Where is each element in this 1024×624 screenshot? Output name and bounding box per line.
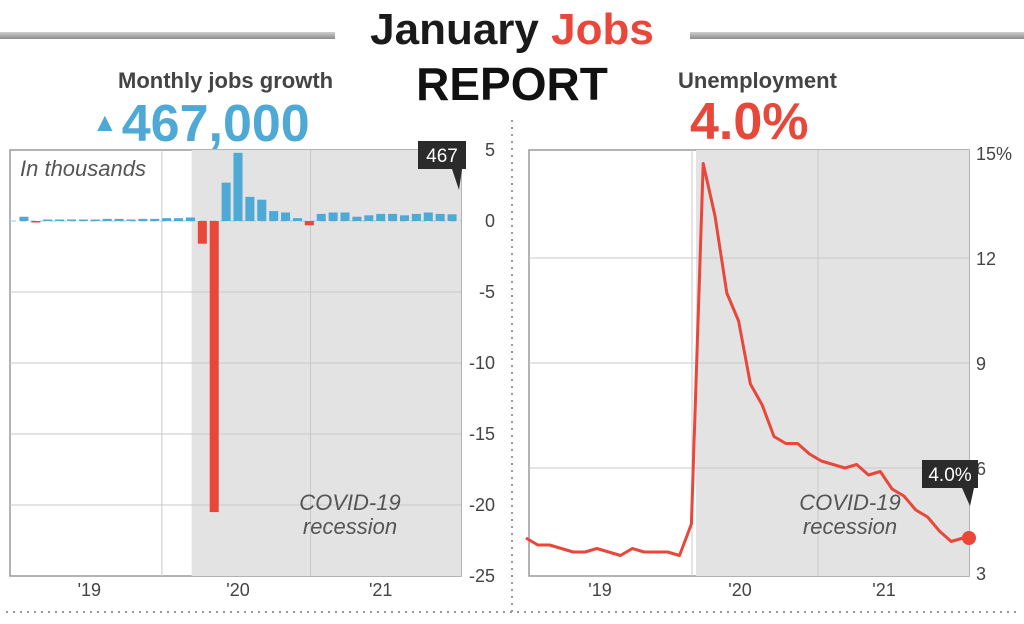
unemployment-headline: 4.0%: [690, 93, 809, 151]
page-subtitle: REPORT: [416, 58, 608, 110]
unemployment-recession-label-line2: recession: [803, 514, 897, 539]
jobs-bar: [447, 214, 457, 221]
jobs-recession-label-line2: recession: [303, 514, 397, 539]
jobs-bar: [209, 221, 219, 513]
unemployment-recession-label-line1: COVID-19: [799, 490, 900, 515]
unemployment-x-tick-label: '21: [872, 580, 895, 600]
jobs-bar: [174, 218, 184, 221]
unemployment-y-tick-label: 3: [976, 564, 986, 584]
jobs-bar: [185, 217, 195, 221]
jobs-y-tick-label: -20: [469, 495, 495, 515]
jobs-bar: [316, 213, 326, 221]
jobs-bar: [90, 219, 100, 221]
unemployment-y-tick-label: 12: [976, 249, 996, 269]
jobs-x-tick-label: '21: [369, 580, 392, 600]
jobs-recession-label-line1: COVID-19: [299, 490, 400, 515]
jobs-bar: [126, 219, 136, 221]
jobs-bar: [328, 212, 338, 221]
jobs-bar: [364, 215, 374, 221]
jobs-callout-text: 467: [426, 146, 458, 167]
jobs-bar: [55, 219, 65, 221]
jobs-bar: [245, 196, 255, 221]
jobs-headline: ▲467,000: [92, 94, 310, 152]
jobs-bar: [66, 219, 77, 221]
jobs-panel-label: Monthly jobs growth: [118, 68, 334, 93]
jobs-x-tick-label: '19: [78, 580, 101, 600]
unemployment-series-line: [525, 162, 964, 557]
jobs-bar: [233, 152, 243, 221]
jobs-bar: [19, 216, 29, 221]
jobs-bar: [150, 218, 160, 221]
jobs-chart: 50-5-10-15-20-25 '19'20'21 In thousands …: [9, 140, 495, 600]
jobs-headline-value: 467,000: [121, 95, 310, 153]
title-rule-right: [690, 32, 1024, 39]
jobs-units-note: In thousands: [20, 156, 146, 181]
unemployment-y-tick-label: 9: [976, 354, 986, 374]
jobs-y-tick-label: -25: [469, 566, 495, 586]
jobs-x-tick-label: '20: [226, 580, 249, 600]
unemployment-x-tick-label: '19: [588, 580, 611, 600]
jobs-bar: [423, 212, 433, 221]
jobs-bar: [340, 212, 350, 221]
title-word-january: January: [370, 5, 539, 54]
jobs-bar: [138, 218, 148, 221]
jobs-bar: [102, 218, 112, 221]
jobs-y-tick-label: -10: [469, 353, 495, 373]
unemployment-last-point: [962, 531, 976, 545]
unemployment-callout-pointer: [962, 488, 974, 506]
unemployment-panel-label: Unemployment: [678, 68, 837, 93]
jobs-y-tick-label: 0: [485, 211, 495, 231]
unemployment-callout-box: [922, 460, 978, 488]
unemployment-callout-text: 4.0%: [928, 465, 971, 486]
jobs-bar: [399, 215, 410, 221]
jobs-bar: [269, 211, 279, 221]
jobs-bar: [78, 219, 88, 221]
title-word-jobs: Jobs: [551, 5, 654, 54]
jobs-bar: [352, 216, 362, 221]
jobs-bar: [388, 213, 398, 221]
unemployment-chart: 15% 12 9 6 3 '19 '20 '21 COVID-19 recession 4.…: [525, 144, 1012, 600]
jobs-bar: [376, 213, 386, 221]
jobs-bar: [114, 218, 124, 221]
jobs-bar: [411, 213, 421, 221]
jobs-bar: [162, 218, 172, 221]
jobs-callout-pointer: [452, 169, 462, 190]
unemployment-x-tick-label: '20: [728, 580, 751, 600]
unemployment-y-tick-label: 15%: [976, 144, 1012, 164]
up-triangle-icon: ▲: [92, 107, 118, 137]
page-title: January Jobs: [0, 2, 1024, 58]
jobs-y-tick-label: 5: [485, 140, 495, 160]
title-rule-left: [0, 32, 335, 39]
jobs-bar: [435, 213, 445, 221]
unemployment-last-value-callout: 4.0%: [922, 460, 978, 506]
jobs-callout-box: [418, 141, 466, 169]
jobs-y-tick-label: -15: [469, 424, 495, 444]
jobs-bar: [31, 221, 41, 223]
jobs-y-tick-label: -5: [479, 282, 495, 302]
jobs-bar: [281, 212, 291, 221]
jobs-bar: [292, 218, 302, 221]
unemployment-y-tick-label: 6: [976, 459, 986, 479]
jobs-bar: [257, 199, 267, 221]
jobs-bar: [221, 182, 231, 221]
jobs-bar: [43, 219, 53, 221]
jobs-last-value-callout: 467: [418, 141, 466, 190]
jobs-bar: [304, 221, 314, 226]
jobs-bar: [197, 221, 207, 244]
